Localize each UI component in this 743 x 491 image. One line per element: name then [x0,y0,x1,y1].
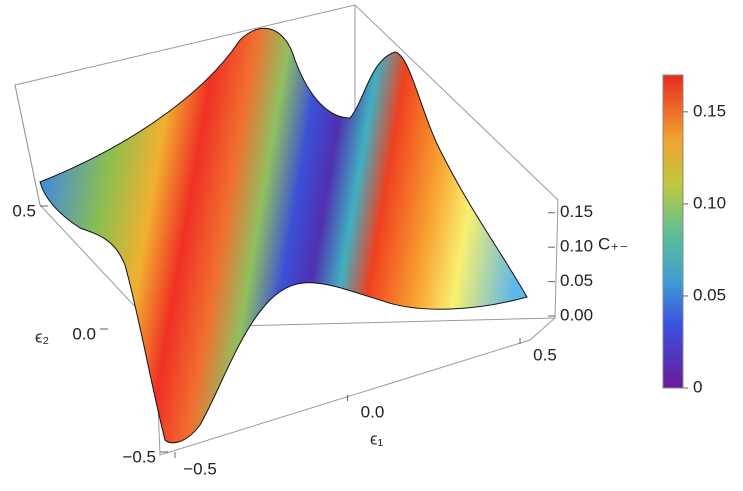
colorbar-tick-label: 0.15 [693,101,726,120]
z-axis-label: C₊₋ [598,234,628,253]
z-tick-label: 0.00 [560,305,593,324]
colorbar-tick-label: 0 [693,377,702,396]
z-tick-label: 0.15 [560,202,593,221]
z-tick-label: 0.05 [560,271,593,290]
x-tick-label: −0.5 [183,459,217,478]
x-axis-label: ϵ₁ [370,429,384,448]
colorbar-tick-label: 0.10 [693,193,726,212]
x-tick-label: 0.5 [533,345,557,364]
y-axis-label: ϵ₂ [35,327,49,346]
y-tick-label: −0.5 [122,447,156,466]
surface [39,27,528,444]
colorbar-tick-label: 0.05 [693,285,726,304]
x-tick-label: 0.0 [361,402,385,421]
colorbar [662,74,684,389]
y-tick-label: 0.5 [12,201,36,220]
y-tick-label: 0.0 [72,324,96,343]
z-tick-label: 0.10 [560,237,593,256]
